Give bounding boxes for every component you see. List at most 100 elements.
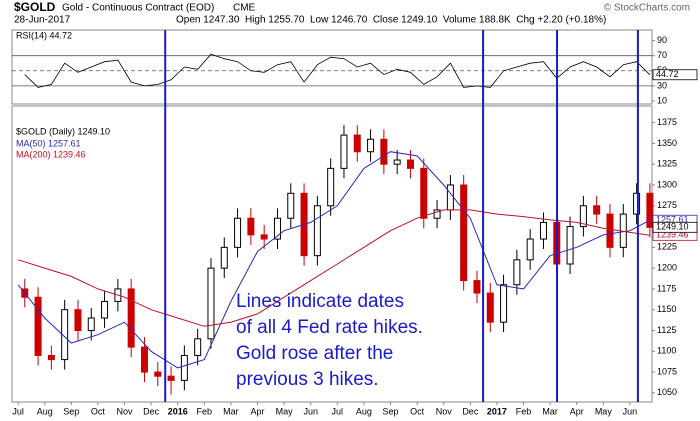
symbol: $GOLD (14, 0, 56, 14)
last-ma200: 1239.46 (656, 230, 689, 240)
exchange: CME (233, 3, 256, 14)
moving-average (17, 209, 650, 327)
candle-body (646, 192, 654, 228)
instrument-name: Gold - Continuous Contract (EOD) (62, 3, 214, 14)
candle-body (154, 371, 162, 377)
rsi-tick-label: 90 (657, 35, 667, 45)
candle-body (61, 309, 69, 361)
candle-body (127, 288, 135, 348)
rsi-tick-label: 10 (657, 95, 667, 105)
candle-body (420, 167, 428, 219)
x-tick-label: Jun (623, 406, 638, 416)
candle-body (526, 238, 534, 261)
candle-body (593, 205, 601, 215)
candle-body (74, 309, 82, 331)
y-tick-label: 1050 (657, 387, 677, 397)
candle-body (579, 205, 587, 228)
price-panel (11, 105, 653, 403)
x-tick-label: Aug (356, 406, 372, 416)
quote: Open 1247.30 High 1255.70 Low 1246.70 Cl… (176, 15, 606, 26)
y-tick-label: 1300 (657, 179, 677, 189)
legend-ma200: MA(200) 1239.46 (16, 149, 86, 159)
candle-body (539, 221, 547, 240)
x-tick-label: Mar (542, 406, 558, 416)
y-tick-label: 1375 (657, 117, 677, 127)
y-tick-label: 1200 (657, 263, 677, 273)
candle-body (340, 134, 348, 169)
y-tick-label: 1225 (657, 242, 677, 252)
x-tick-label: Feb (516, 406, 532, 416)
candle-body (486, 292, 494, 323)
candle-body (167, 375, 175, 381)
candle-body (460, 184, 468, 282)
last-ma50: 1257.61 (656, 215, 689, 225)
annotation-line: Lines indicate dates (236, 291, 404, 312)
candle-body (406, 159, 414, 169)
y-tick-label: 1275 (657, 200, 677, 210)
y-tick-label: 1100 (657, 346, 676, 356)
candle-body (101, 300, 109, 319)
candle-body (513, 259, 521, 286)
rsi-label: RSI(14) 44.72 (16, 30, 72, 40)
y-tick-label: 1175 (657, 283, 676, 293)
candle-body (380, 138, 388, 165)
candle-body (260, 234, 268, 240)
candle-body (47, 354, 55, 361)
candle-body (313, 205, 321, 257)
x-tick-label: Apr (251, 406, 265, 416)
candle-body (327, 167, 335, 207)
x-tick-label: May (595, 406, 613, 416)
x-tick-label: Dec (462, 406, 479, 416)
x-tick-label: Aug (37, 406, 53, 416)
candle-body (180, 354, 188, 381)
x-tick-label: Feb (197, 406, 213, 416)
moving-average (17, 151, 651, 369)
candle-body (606, 213, 614, 248)
x-tick-label: 2017 (487, 406, 507, 416)
date: 28-Jun-2017 (14, 15, 71, 26)
rsi-tick-label: 30 (657, 80, 667, 90)
candle-body (287, 192, 295, 219)
candle-body (433, 209, 441, 219)
legend-price: $GOLD (Daily) 1249.10 (16, 126, 110, 136)
x-tick-label: Nov (436, 406, 453, 416)
last-rsi: 44.72 (656, 69, 679, 79)
x-tick-label: Oct (91, 406, 106, 416)
last-price-box (652, 221, 698, 233)
x-tick-label: Nov (117, 406, 134, 416)
candle-body (247, 217, 255, 236)
candle-body (500, 284, 508, 323)
annotation-line: previous 3 hikes. (236, 369, 379, 390)
annotation-line: of all 4 Fed rate hikes. (236, 317, 423, 338)
rsi-tick-label: 70 (657, 50, 667, 60)
x-tick-label: Sep (383, 406, 399, 416)
candle-body (87, 317, 95, 331)
candle-body (234, 217, 242, 248)
x-tick-label: Mar (223, 406, 239, 416)
candle-body (566, 226, 574, 265)
x-tick-label: Jun (303, 406, 318, 416)
candle-body (273, 217, 281, 240)
rsi-line (24, 53, 651, 88)
candle-body (633, 192, 641, 215)
candle-body (34, 296, 42, 356)
annotation-line: Gold rose after the (236, 343, 393, 364)
candle-body (220, 246, 228, 269)
x-tick-label: 2016 (168, 406, 188, 416)
y-tick-label: 1150 (657, 304, 676, 314)
x-tick-label: Jul (12, 406, 24, 416)
y-tick-label: 1125 (657, 325, 676, 335)
x-tick-label: Apr (570, 406, 584, 416)
credit: © StockCharts.com (604, 3, 690, 14)
candle-body (367, 138, 375, 153)
candle-body (140, 346, 148, 373)
x-tick-label: Jul (332, 406, 344, 416)
x-tick-label: Oct (410, 406, 425, 416)
y-tick-label: 1075 (657, 366, 677, 376)
x-tick-label: Dec (143, 406, 160, 416)
rsi-panel (11, 29, 653, 105)
candle-body (353, 134, 361, 153)
candle-body (207, 267, 215, 340)
candle-body (473, 280, 481, 294)
